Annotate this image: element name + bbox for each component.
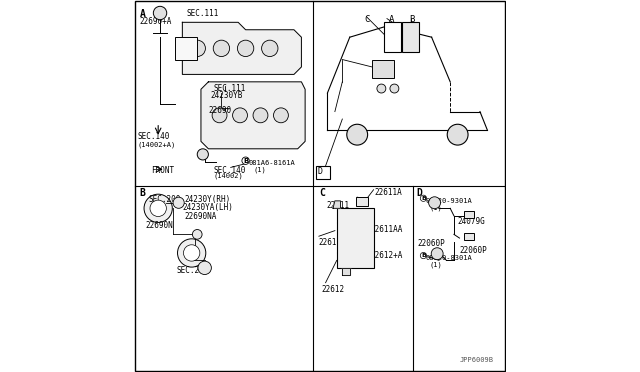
Text: C: C [319,188,325,198]
Text: SEC.140: SEC.140 [138,132,170,141]
Text: 22690: 22690 [209,106,232,115]
Text: 22611A: 22611A [374,188,402,197]
Bar [175,37,197,60]
Circle shape [150,200,166,217]
Circle shape [262,40,278,57]
Circle shape [273,108,289,123]
Circle shape [347,124,367,145]
Bar [337,208,374,268]
Circle shape [198,261,211,275]
Text: (1): (1) [429,205,442,211]
Text: 22611AA: 22611AA [370,225,403,234]
Text: 22611A: 22611A [318,238,346,247]
Text: 24079G: 24079G [458,217,485,225]
Circle shape [197,149,209,160]
Text: 081A6-8161A: 081A6-8161A [248,160,295,166]
Circle shape [177,239,206,267]
Text: 24230Y(RH): 24230Y(RH) [184,195,230,203]
Circle shape [232,108,248,123]
Text: JPP6009B: JPP6009B [460,357,493,363]
Polygon shape [201,82,305,149]
Bar [402,22,419,52]
Text: (1): (1) [253,167,266,173]
Text: 22060P: 22060P [460,246,487,255]
Text: D: D [416,188,422,198]
Circle shape [193,230,202,239]
Circle shape [447,124,468,145]
Polygon shape [182,22,301,74]
Circle shape [184,245,200,261]
Text: SEC.200: SEC.200 [177,266,209,275]
Text: (14002): (14002) [214,173,244,179]
Circle shape [212,108,227,123]
Text: 22690N: 22690N [145,221,173,230]
Circle shape [154,6,167,20]
Text: SEC.140: SEC.140 [214,166,246,174]
Circle shape [237,40,254,57]
Polygon shape [342,268,349,275]
Text: 22612: 22612 [321,285,344,294]
Circle shape [189,40,205,57]
Circle shape [390,84,399,93]
Text: 22690NA: 22690NA [184,212,216,221]
Text: 24230YB: 24230YB [211,91,243,100]
Text: C: C [365,15,370,24]
Text: SEC.111: SEC.111 [186,9,218,18]
Circle shape [429,197,440,209]
Text: A: A [140,9,145,19]
Text: SEC.200: SEC.200 [149,195,181,203]
Circle shape [144,194,172,222]
Bar [463,211,474,218]
Text: B: B [243,158,248,164]
Text: 24230YA(LH): 24230YA(LH) [182,203,233,212]
Circle shape [173,197,184,208]
Text: (14002+A): (14002+A) [138,141,176,148]
Bar [372,60,394,78]
Circle shape [431,248,443,260]
Bar [356,197,367,206]
Text: B: B [140,188,145,198]
Circle shape [377,84,386,93]
Text: FRONT: FRONT [151,166,174,174]
Bar [463,233,474,240]
Text: SEC.111: SEC.111 [214,84,246,93]
Text: 22060P: 22060P [417,239,445,248]
Text: 08120-8301A: 08120-8301A [426,255,472,261]
Text: (1): (1) [429,262,442,268]
Polygon shape [333,201,340,208]
Circle shape [253,108,268,123]
Circle shape [213,40,230,57]
Text: D: D [317,167,322,176]
Bar [384,22,401,52]
Text: B: B [421,196,426,201]
Text: 09120-9301A: 09120-9301A [426,198,472,204]
Text: B: B [410,15,415,24]
Text: A: A [389,15,394,24]
Text: 22612+A: 22612+A [370,251,403,260]
Text: 22611: 22611 [326,201,350,210]
Text: B: B [421,253,426,258]
Bar [316,166,330,179]
Text: 22690+A: 22690+A [140,17,172,26]
